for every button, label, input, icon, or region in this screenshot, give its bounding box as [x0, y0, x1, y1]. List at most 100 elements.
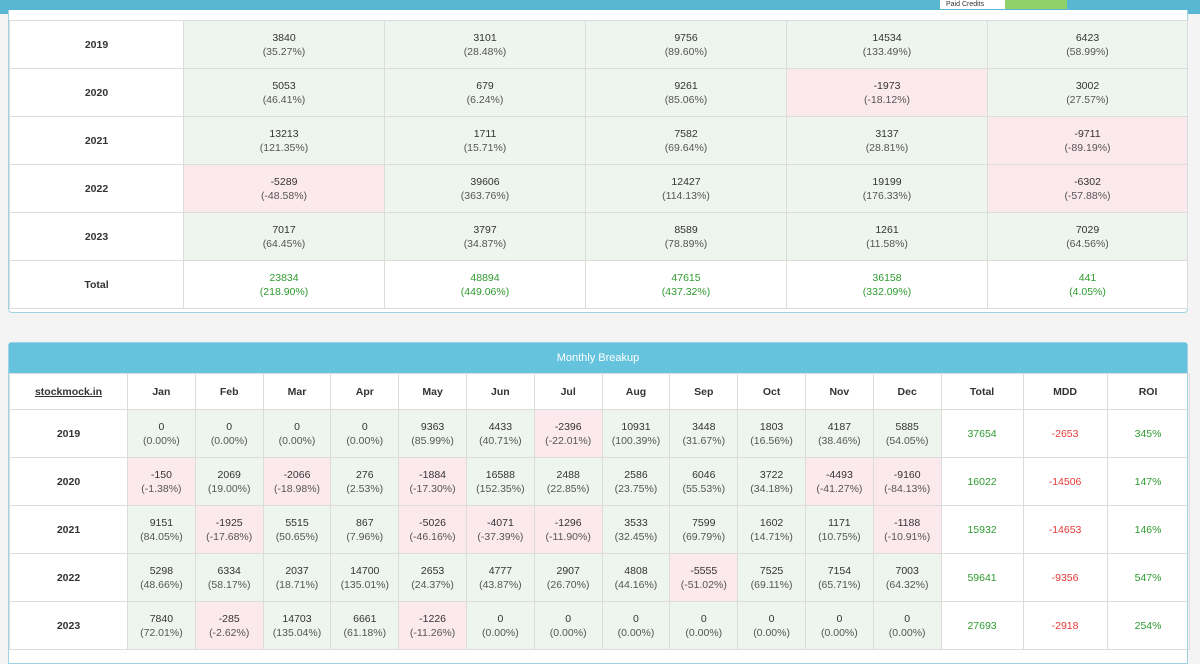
cell-percent: (44.16%)	[614, 578, 658, 591]
cell-percent: (-51.02%)	[680, 578, 727, 591]
row: 2022 5298 (48.66%) 6334 (58.17%) 2037 (18.71%)…	[9, 553, 1190, 602]
column-header: Apr	[330, 373, 400, 410]
yearly-panel: 2019 3840 (35.27%) 3101 (28.48%) 9756 (89.60%)…	[8, 10, 1188, 313]
cell-value: 0	[836, 612, 843, 625]
total-label: Total	[9, 260, 184, 309]
cell: 7840 (72.01%)	[127, 601, 196, 650]
cell: 0 (0.00%)	[872, 601, 942, 650]
cell-percent: (40.71%)	[479, 434, 522, 447]
cell: -2396 (-22.01%)	[533, 409, 603, 458]
monthly-table: stockmock.in Jan Feb Mar Apr May Jun Jul Aug Sep O…	[9, 373, 1190, 650]
cell-value: 5298	[149, 564, 174, 577]
cell-percent: (58.99%)	[1066, 45, 1109, 58]
cell-percent: (55.53%)	[682, 482, 726, 495]
buy-button[interactable]	[1005, 0, 1067, 9]
cell-value: 0	[226, 420, 233, 433]
row: 2023 7017 (64.45%) 3797 (34.87%) 8589 (78.89%)…	[9, 212, 1188, 261]
cell-percent: (176.33%)	[862, 189, 912, 202]
cell-value: 7029	[1075, 223, 1100, 236]
cell-percent: (-2.62%)	[209, 626, 250, 639]
cell-percent: (-22.01%)	[545, 434, 592, 447]
cell-percent: (-11.90%)	[545, 530, 591, 543]
cell: 9151 (84.05%)	[127, 505, 196, 554]
cell: 7525 (69.11%)	[737, 553, 806, 602]
cell: -285 (-2.62%)	[194, 601, 264, 650]
cell-value: 2907	[556, 564, 580, 577]
cell-percent: (0.00%)	[549, 626, 587, 639]
cell-value: 0	[158, 420, 165, 433]
cell-percent: (69.64%)	[664, 141, 708, 154]
cell-percent: (28.81%)	[865, 141, 909, 154]
cell-value: -4493	[825, 468, 853, 481]
row: 2020 -150 (-1.38%) 2069 (19.00%) -2066 (-18.98…	[9, 457, 1190, 506]
cell-value: 4777	[488, 564, 513, 577]
column-header: Nov	[804, 373, 874, 410]
cell-percent: (85.06%)	[664, 93, 708, 106]
cell: 6661 (61.18%)	[330, 601, 400, 650]
column-header: MDD	[1022, 373, 1108, 410]
cell-value: 23834	[269, 271, 299, 284]
column-header: Mar	[262, 373, 332, 410]
cell: 0 (0.00%)	[669, 601, 739, 650]
column-header: ROI	[1106, 373, 1190, 410]
cell-value: 4808	[624, 564, 648, 577]
cell: 10931 (100.39%)	[601, 409, 671, 458]
cell: 1803 (16.56%)	[737, 409, 806, 458]
cell-percent: (11.58%)	[866, 237, 908, 250]
cell-percent: (135.01%)	[340, 578, 390, 591]
cell: 3137 (28.81%)	[786, 116, 988, 165]
cell-value: 7003	[895, 564, 919, 577]
cell-value: 2037	[285, 564, 309, 577]
cell-percent: (135.04%)	[272, 626, 322, 639]
cell-percent: (16.56%)	[750, 434, 793, 447]
total-cell: 16022	[940, 457, 1024, 506]
cell-value: 3448	[692, 420, 716, 433]
cell: 36158 (332.09%)	[786, 260, 988, 309]
cell-percent: (27.57%)	[1066, 93, 1109, 106]
cell-percent: (0.00%)	[820, 626, 858, 639]
cell: 47615 (437.32%)	[585, 260, 787, 309]
cell: 2037 (18.71%)	[262, 553, 332, 602]
cell: 0 (0.00%)	[262, 409, 332, 458]
cell-value: -285	[218, 612, 240, 625]
cell-percent: (-41.27%)	[816, 482, 863, 495]
cell: 7582 (69.64%)	[585, 116, 787, 165]
cell: 5298 (48.66%)	[127, 553, 196, 602]
roi-cell: 254%	[1106, 601, 1190, 650]
cell: -5555 (-51.02%)	[669, 553, 739, 602]
cell-percent: (0.00%)	[888, 626, 926, 639]
column-header: Aug	[601, 373, 671, 410]
cell: 39606 (363.76%)	[384, 164, 586, 213]
cell: 13213 (121.35%)	[183, 116, 385, 165]
cell: 14703 (135.04%)	[262, 601, 332, 650]
cell: -1973 (-18.12%)	[786, 68, 988, 117]
cell-percent: (-57.88%)	[1064, 189, 1111, 202]
cell: 2653 (24.37%)	[398, 553, 467, 602]
cell: 2488 (22.85%)	[533, 457, 603, 506]
cell-value: 2586	[624, 468, 648, 481]
panel-title: Monthly Breakup	[9, 343, 1187, 373]
roi-cell: 547%	[1106, 553, 1190, 602]
cell-percent: (-37.39%)	[477, 530, 524, 543]
cell-percent: (43.87%)	[479, 578, 522, 591]
cell: 1261 (11.58%)	[786, 212, 988, 261]
cell: -4493 (-41.27%)	[804, 457, 874, 506]
cell-percent: (50.65%)	[275, 530, 319, 543]
cell: -5026 (-46.16%)	[398, 505, 467, 554]
cell-percent: (85.99%)	[411, 434, 454, 447]
cell-percent: (449.06%)	[460, 285, 510, 298]
cell-value: -9160	[893, 468, 921, 481]
cell: 1171 (10.75%)	[804, 505, 874, 554]
cell-percent: (121.35%)	[259, 141, 309, 154]
cell: 48894 (449.06%)	[384, 260, 586, 309]
cell-value: -2396	[554, 420, 582, 433]
cell-value: 5515	[285, 516, 309, 529]
cell: 16588 (152.35%)	[465, 457, 535, 506]
cell-percent: (-84.13%)	[884, 482, 931, 495]
year-cell: 2022	[9, 553, 128, 602]
cell: 4433 (40.71%)	[465, 409, 535, 458]
cell: 7003 (64.32%)	[872, 553, 942, 602]
cell-value: 3797	[473, 223, 497, 236]
cell-percent: (-89.19%)	[1064, 141, 1111, 154]
